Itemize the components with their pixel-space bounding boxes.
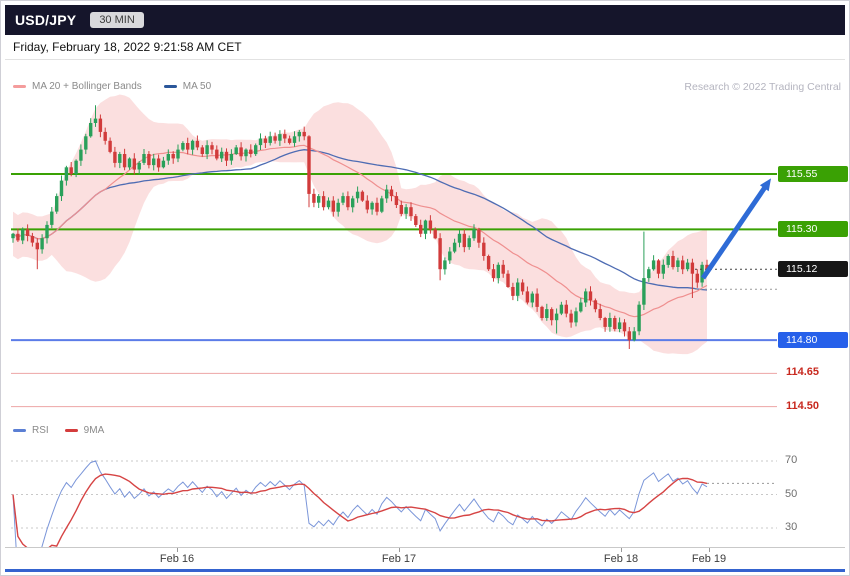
datetime-text: Friday, February 18, 2022 9:21:58 AM CET	[13, 40, 242, 54]
minor-level-label-2: 114.50	[786, 399, 820, 412]
legend-item-9ma: 9MA	[64, 425, 105, 436]
rsi-axis-label-70: 70	[785, 454, 798, 466]
time-axis-tick	[709, 548, 710, 552]
time-axis: Feb 16 Feb 17 Feb 18 Feb 19	[5, 547, 845, 568]
rsi-9ma-label: 9MA	[83, 425, 105, 436]
legend-item-ma20-bollinger: MA 20 + Bollinger Bands	[13, 81, 142, 92]
resistance-price-tag-1: 115.55	[778, 165, 848, 182]
resistance-price-tag-2: 115.30	[778, 221, 848, 238]
rsi-axis-label-50: 50	[785, 487, 798, 500]
date-bar: Friday, February 18, 2022 9:21:58 AM CET	[5, 35, 845, 60]
x-axis-label-feb19: Feb 19	[691, 553, 727, 565]
time-axis-tick	[621, 548, 622, 552]
rsi-label: RSI	[32, 425, 49, 436]
rsi-swatch-icon	[13, 429, 26, 432]
support-price-tag: 114.80	[778, 332, 848, 349]
time-axis-tick	[177, 548, 178, 552]
rsi-panel: 70 50 30	[1, 443, 849, 547]
rsi-legend: RSI 9MA	[13, 425, 104, 436]
ma50-label: MA 50	[182, 81, 212, 92]
symbol-title: USD/JPY	[15, 12, 77, 28]
legend-item-rsi: RSI	[13, 425, 49, 436]
last-price-tag: 115.12	[778, 261, 848, 278]
rsi-axis-label-30: 30	[785, 521, 798, 533]
bottom-accent-bar	[5, 569, 845, 572]
title-bar: USD/JPY 30 MIN	[5, 5, 845, 35]
main-chart-panel: MA 20 + Bollinger Bands MA 50 Research ©…	[1, 61, 849, 421]
rsi-9ma-swatch-icon	[64, 429, 78, 432]
rsi-svg	[11, 460, 777, 547]
x-axis-label-feb16: Feb 16	[159, 553, 195, 565]
legend-item-ma50: MA 50	[163, 81, 212, 92]
x-axis-label-feb17: Feb 17	[381, 553, 417, 565]
timeframe-badge: 30 MIN	[90, 12, 144, 28]
time-axis-tick	[399, 548, 400, 552]
ma20-bollinger-label: MA 20 + Bollinger Bands	[32, 81, 142, 92]
main-chart-svg	[11, 94, 777, 408]
minor-level-label-1: 114.65	[786, 366, 820, 379]
ma20-bollinger-swatch-icon	[13, 85, 26, 88]
research-credit: Research © 2022 Trading Central	[684, 81, 841, 93]
chart-legend: MA 20 + Bollinger Bands MA 50	[13, 81, 211, 92]
x-axis-label-feb18: Feb 18	[603, 553, 639, 565]
ma50-swatch-icon	[163, 85, 177, 88]
